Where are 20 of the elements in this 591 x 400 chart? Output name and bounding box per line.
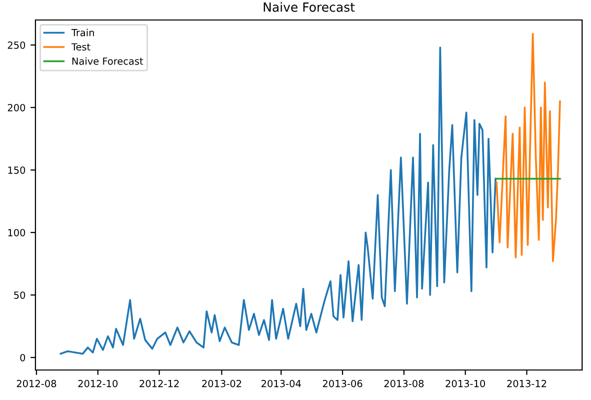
- y-tick-label: 50: [14, 291, 26, 299]
- x-tick-label: 2013-06: [322, 380, 362, 388]
- chart-title: Naive Forecast: [264, 2, 355, 12]
- legend-label: Naive Forecast: [72, 57, 144, 65]
- y-tick-label: 150: [8, 166, 26, 174]
- line-series: [496, 32, 561, 262]
- x-tick-label: 2013-10: [446, 380, 486, 388]
- legend-label: Test: [71, 43, 90, 51]
- x-tick-label: 2012-10: [78, 380, 118, 388]
- x-tick-label: 2013-02: [202, 380, 242, 388]
- x-tick-label: 2013-12: [507, 380, 546, 388]
- x-tick-label: 2012-12: [140, 380, 179, 388]
- x-tick-label: 2012-08: [16, 380, 56, 388]
- x-tick-label: 2013-08: [384, 380, 424, 388]
- y-tick-label: 100: [8, 228, 26, 236]
- legend-label: Train: [71, 28, 94, 36]
- y-tick-label: 0: [20, 354, 26, 362]
- y-tick-label: 250: [8, 41, 26, 49]
- x-tick-label: 2013-04: [262, 380, 301, 388]
- y-tick-label: 200: [8, 104, 26, 112]
